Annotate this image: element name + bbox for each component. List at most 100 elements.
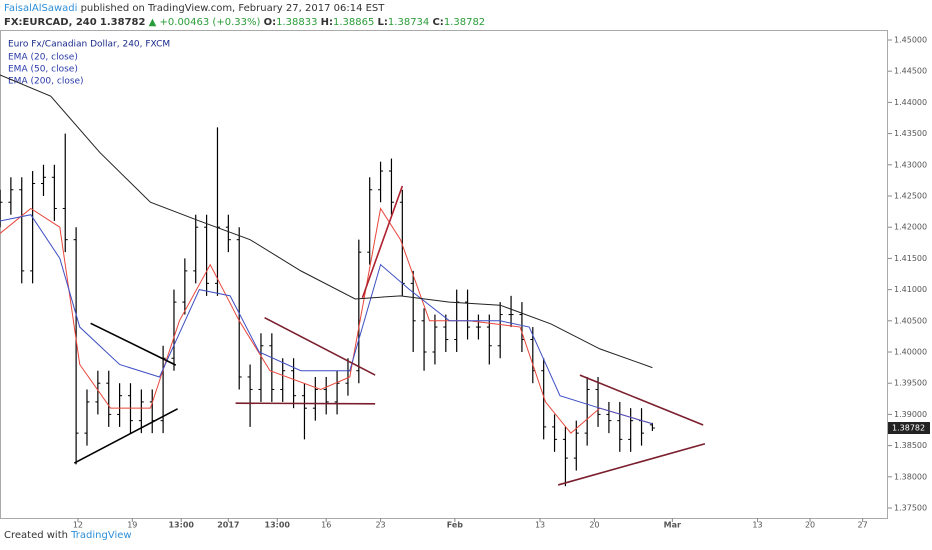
ohlc-bar — [73, 227, 79, 465]
ohlc-bar — [541, 358, 547, 440]
x-tick-label: 20 — [805, 521, 815, 530]
ohlc-bar — [19, 177, 25, 284]
ohlc-bar — [193, 214, 199, 284]
o: 1.38833 — [276, 17, 318, 28]
ohlc-bar — [486, 314, 492, 365]
ohlc-bar — [584, 376, 590, 446]
ohlc-bar — [595, 376, 601, 427]
l-label: L: — [377, 17, 388, 28]
y-tick-label: 1.38500 — [894, 441, 927, 450]
ohlc-bar — [334, 370, 340, 415]
ohlc-bar — [117, 383, 123, 427]
ohlc-bar — [628, 408, 634, 452]
trend-line — [361, 185, 404, 298]
c-label: C: — [432, 17, 444, 28]
o-label: O: — [263, 17, 277, 28]
y-tick-label: 1.41500 — [894, 254, 927, 263]
ohlc-bar — [214, 127, 220, 296]
x-tick-label: Mar — [664, 521, 681, 530]
x-tick-label: 23 — [375, 521, 385, 530]
x-tick-label: 13 — [752, 521, 762, 530]
trend-line — [579, 374, 704, 426]
ohlc-bar — [312, 376, 318, 421]
y-tick-label: 1.44000 — [894, 98, 927, 107]
chart-title: Euro Fx/Canadian Dollar, 240, FXCM — [8, 40, 170, 50]
y-tick-label: 1.39500 — [894, 379, 927, 388]
x-tick-label: 13:00 — [168, 521, 194, 530]
ohlc-bar — [106, 370, 112, 427]
ohlc-bar — [649, 422, 655, 432]
ohlc-bar — [378, 161, 384, 203]
trend-line — [73, 408, 178, 464]
ohlc-bar — [84, 389, 90, 446]
header: FaisalAlSawadi published on TradingView.… — [4, 2, 485, 30]
last-price-box — [888, 422, 930, 435]
symbol: FX:EURCAD, 240 — [4, 17, 97, 28]
x-tick-label: 2017 — [217, 521, 239, 530]
trend-line — [235, 402, 376, 405]
ohlc-bar — [182, 258, 188, 315]
ohlc-bar — [51, 164, 57, 221]
created: Created with — [4, 530, 68, 541]
trend-line — [90, 322, 177, 366]
x-tick-label: 12 — [73, 521, 83, 530]
ohlc-bar — [8, 177, 14, 215]
ohlc-bar — [269, 333, 275, 402]
x-tick-label: Feb — [447, 521, 464, 530]
trend-line — [264, 316, 376, 376]
ohlc-bar — [443, 314, 449, 353]
y-tick-label: 1.43500 — [894, 129, 927, 138]
ohlc-bar — [617, 401, 623, 452]
ohlc-bar — [388, 158, 394, 215]
ohlc-bar — [410, 270, 416, 353]
ema-line — [0, 214, 653, 425]
legend-entry: EMA (200, close) — [8, 77, 84, 87]
x-tick-label: 13:00 — [265, 521, 291, 530]
ema-line — [0, 74, 653, 369]
ohlc-bar — [399, 189, 405, 296]
ohlc-bar — [356, 239, 362, 384]
ohlc-bar — [0, 189, 3, 228]
ohlc-bar — [475, 314, 481, 340]
y-tick-label: 1.44500 — [894, 67, 927, 76]
brand[interactable]: TradingView — [71, 530, 132, 541]
c: 1.38782 — [443, 17, 486, 28]
ohlc-bar — [138, 389, 144, 434]
footer: Created with TradingView — [4, 530, 132, 541]
ohlc-bar — [465, 289, 471, 340]
y-tick-label: 1.40000 — [894, 348, 927, 357]
ohlc-bar — [171, 289, 177, 371]
ohlc-bar — [552, 414, 558, 452]
y-tick-label: 1.37500 — [894, 504, 927, 513]
trend-line — [557, 442, 706, 486]
y-tick-label: 1.45000 — [894, 35, 927, 44]
ohlc-bar — [62, 133, 68, 253]
y-tick-label: 1.42500 — [894, 191, 927, 200]
h-label: H: — [320, 17, 333, 28]
chart: Euro Fx/Canadian Dollar, 240, FXCM EMA (… — [0, 30, 930, 530]
y-tick-label: 1.39000 — [894, 410, 927, 419]
last: 1.38782 — [99, 17, 146, 28]
author[interactable]: FaisalAlSawadi — [4, 3, 78, 14]
legend-entry: EMA (20, close) — [8, 53, 78, 63]
x-tick-label: 16 — [321, 521, 331, 530]
ohlc-bar — [247, 364, 253, 427]
l: 1.38734 — [387, 17, 430, 28]
ohlc-bar — [508, 295, 514, 328]
ohlc-bar — [30, 171, 36, 284]
ohlc-bar — [323, 376, 329, 415]
published: published on TradingView.com, February 2… — [77, 3, 385, 14]
ohlc-bar — [421, 308, 427, 371]
x-tick-label: 19 — [127, 521, 137, 530]
y-tick-label: 1.38000 — [894, 472, 927, 481]
ohlc-bar — [367, 177, 373, 265]
ohlc-bar — [497, 302, 503, 359]
x-tick-label: 27 — [858, 521, 868, 530]
y-tick-label: 1.40500 — [894, 316, 927, 325]
ohlc-bar — [258, 333, 264, 402]
h: 1.38865 — [333, 17, 375, 28]
ohlc-bar — [204, 214, 210, 296]
ohlc-bar — [639, 408, 645, 446]
ohlc-bar — [225, 214, 231, 253]
